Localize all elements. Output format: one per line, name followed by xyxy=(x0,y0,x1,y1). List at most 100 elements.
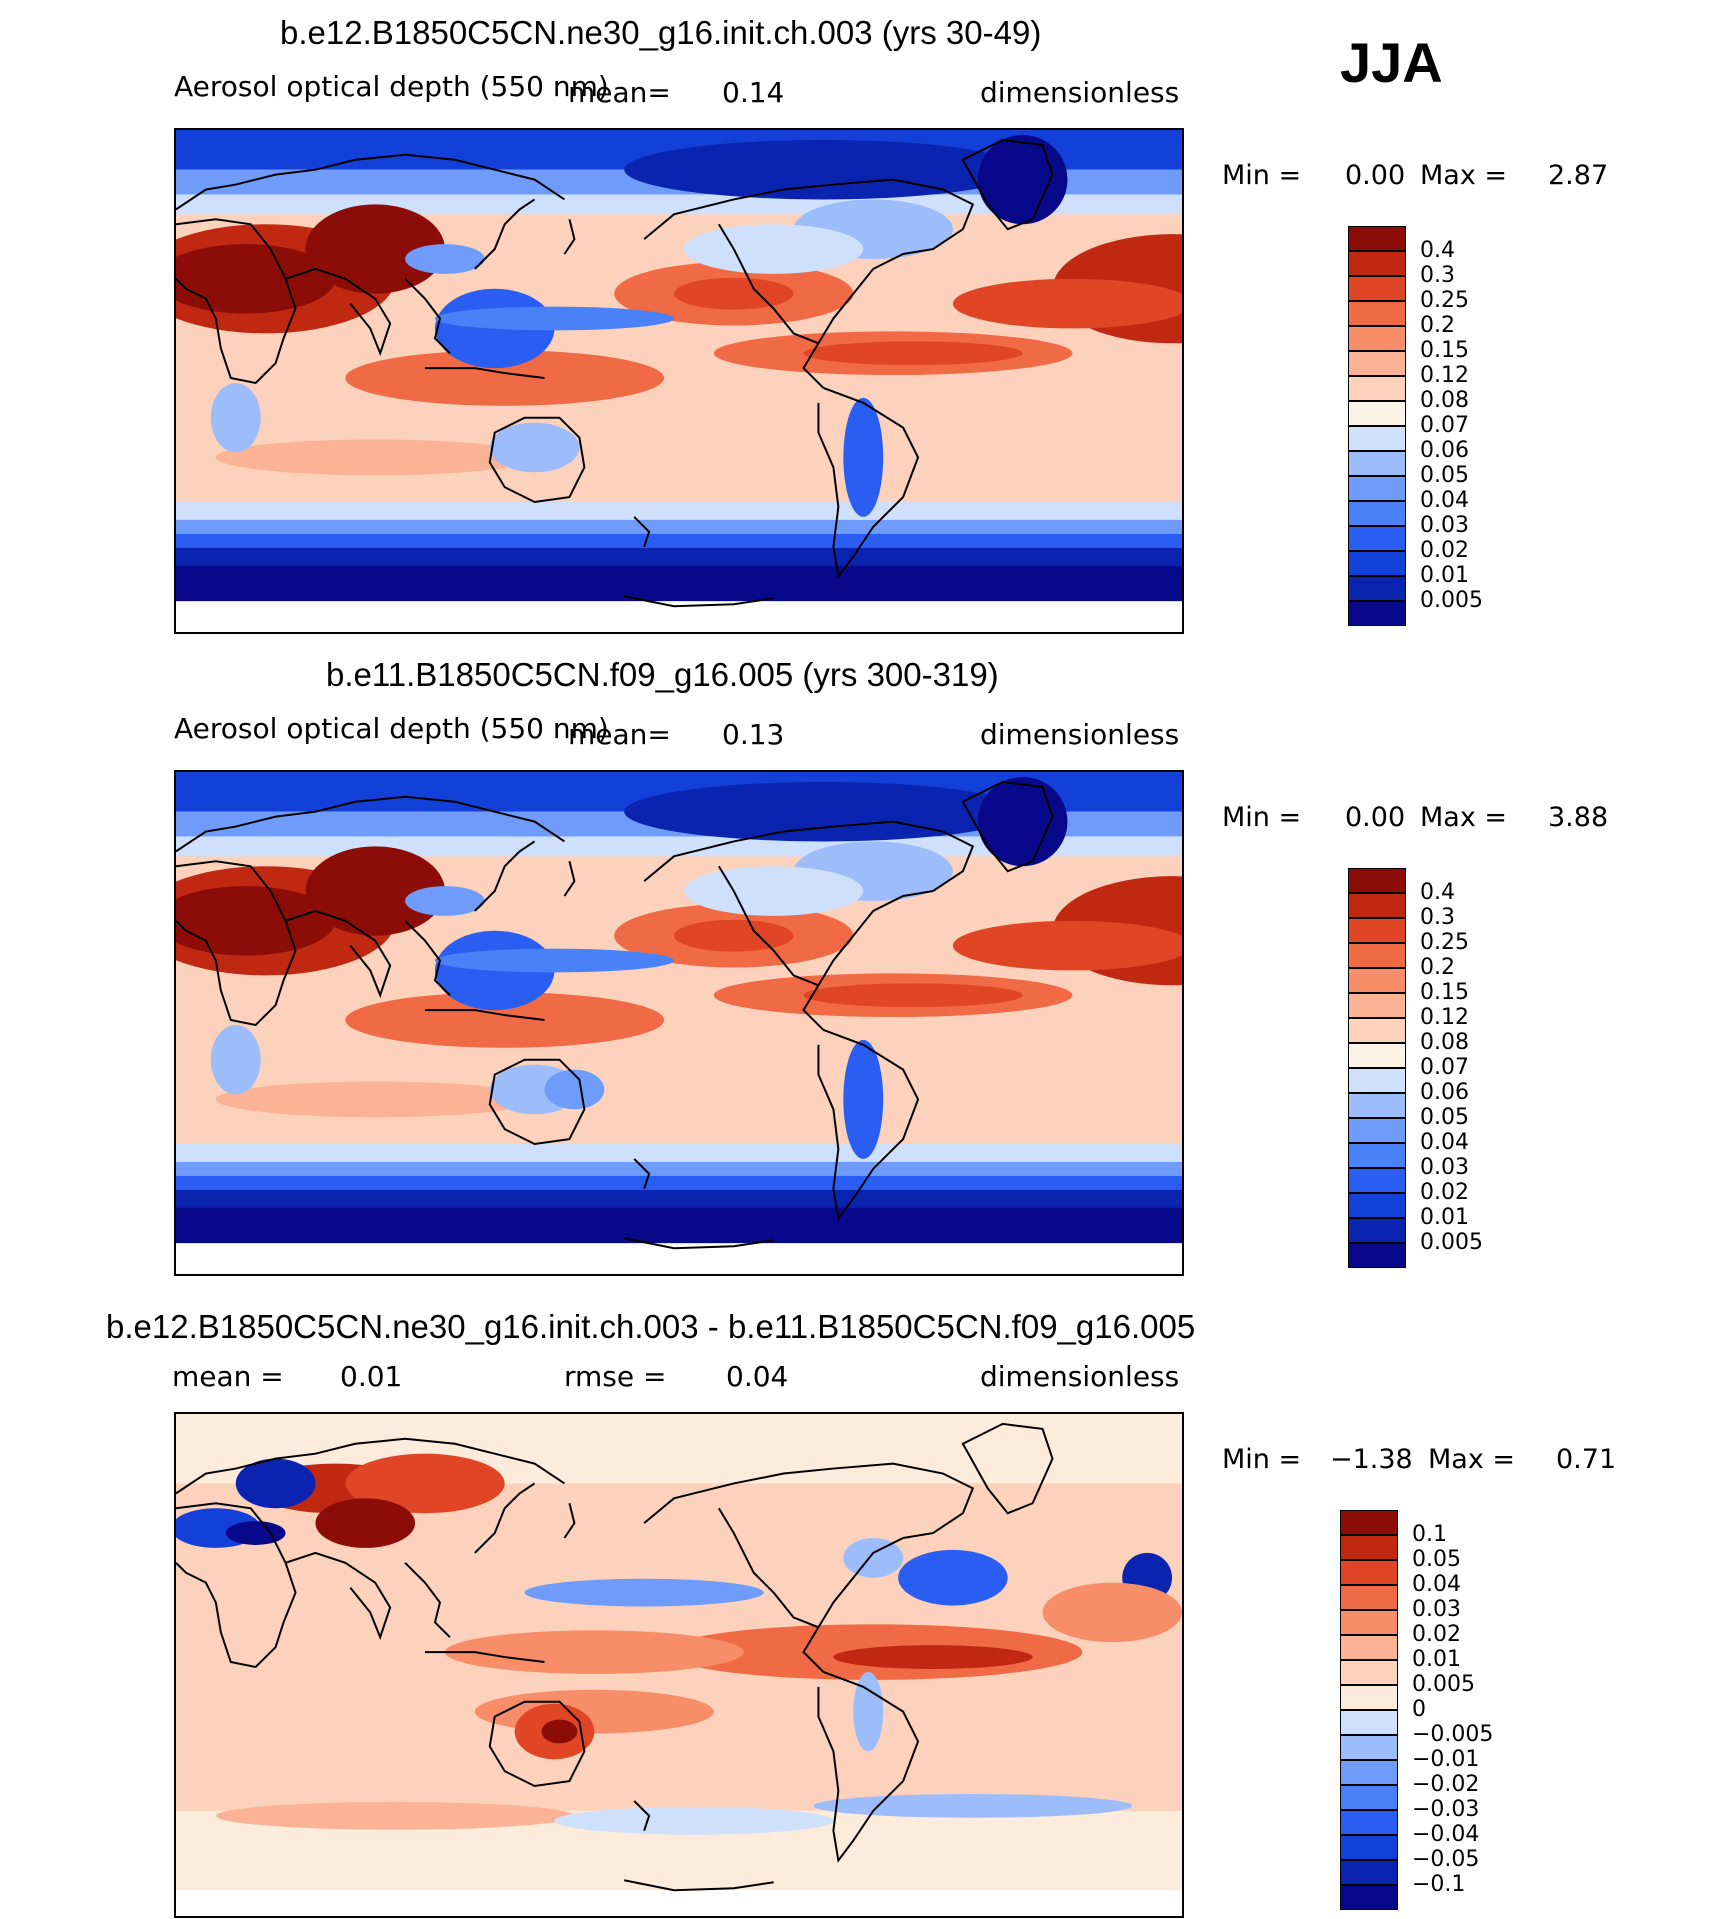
field-blob xyxy=(215,1081,535,1118)
colorbar-level-label: 0.12 xyxy=(1420,363,1469,388)
field-band xyxy=(176,502,1182,520)
colorbar-level-label: 0.4 xyxy=(1420,880,1455,905)
colorbar-level-label: 0.08 xyxy=(1420,1030,1469,1055)
field-blob xyxy=(803,341,1023,366)
panel-2-units: dimensionless xyxy=(980,718,1180,751)
panel-3-rmse-label: rmse = xyxy=(564,1360,667,1393)
colorbar-swatch xyxy=(1348,276,1406,301)
colorbar-swatch xyxy=(1340,1860,1398,1885)
field-blob xyxy=(683,866,864,916)
colorbar-swatch xyxy=(1340,1760,1398,1785)
panel-3-units: dimensionless xyxy=(980,1360,1180,1393)
colorbar-swatch xyxy=(1348,1143,1406,1168)
field-blob xyxy=(444,1630,744,1674)
field-blob xyxy=(1042,1582,1182,1643)
field-blob xyxy=(305,846,445,936)
colorbar-level-label: 0.06 xyxy=(1420,438,1469,463)
colorbar-swatch xyxy=(1348,1018,1406,1043)
colorbar-swatch xyxy=(1348,301,1406,326)
colorbar-swatch xyxy=(1348,251,1406,276)
field-blob xyxy=(624,139,1023,200)
colorbar-swatch xyxy=(1348,1043,1406,1068)
field-blob xyxy=(898,1549,1008,1606)
colorbar-swatch xyxy=(1348,376,1406,401)
colorbar-swatch xyxy=(1348,576,1406,601)
panel-2-mean-label: mean= xyxy=(568,718,671,751)
colorbar-level-label: 0.02 xyxy=(1420,1180,1469,1205)
field-band xyxy=(176,1161,1182,1176)
field-blob xyxy=(434,306,675,331)
colorbar-level-label: 0.08 xyxy=(1420,388,1469,413)
colorbar-level-label: −0.03 xyxy=(1412,1797,1480,1822)
colorbar-swatch xyxy=(1340,1785,1398,1810)
colorbar-swatch xyxy=(1348,943,1406,968)
coastlines xyxy=(176,138,1054,608)
field-blob xyxy=(489,422,580,473)
colorbar-swatch xyxy=(1340,1885,1398,1910)
field-blob xyxy=(345,1453,505,1514)
colorbar-level-label: 0.03 xyxy=(1420,1155,1469,1180)
colorbar-level-label: 0.02 xyxy=(1420,538,1469,563)
field-blob xyxy=(952,278,1182,329)
field-band xyxy=(176,1189,1182,1208)
colorbar-level-label: 0.03 xyxy=(1412,1597,1461,1622)
field-blob xyxy=(541,1719,578,1744)
colorbar-level-label: 0.005 xyxy=(1412,1672,1475,1697)
field-blob xyxy=(977,134,1068,225)
field-blob xyxy=(674,919,794,952)
colorbar-level-label: 0.05 xyxy=(1412,1547,1461,1572)
panel-1-title: b.e12.B1850C5CN.ne30_g16.init.ch.003 (yr… xyxy=(280,14,1042,51)
colorbar-swatch xyxy=(1348,501,1406,526)
colorbar-level-label: 0.005 xyxy=(1420,1230,1483,1255)
field-blob xyxy=(345,350,665,406)
field-blob xyxy=(215,1801,575,1830)
field-blob xyxy=(843,1039,884,1159)
field-band xyxy=(176,519,1182,534)
colorbar-level-label: 0 xyxy=(1412,1697,1426,1722)
colorbar-swatch xyxy=(1340,1610,1398,1635)
colorbar-level-label: −0.01 xyxy=(1412,1747,1480,1772)
field-blob xyxy=(215,439,535,476)
colorbar-level-label: 0.12 xyxy=(1420,1005,1469,1030)
panel-2-min-value: 0.00 xyxy=(1345,802,1406,833)
colorbar-swatch xyxy=(1340,1585,1398,1610)
colorbar-swatch xyxy=(1348,893,1406,918)
panel-3-max-label: Max = xyxy=(1428,1444,1516,1475)
panel-1-min-value: 0.00 xyxy=(1345,160,1406,191)
colorbar-swatch xyxy=(1348,868,1406,893)
field-blob xyxy=(225,1521,286,1545)
panel-3-rmse-value: 0.04 xyxy=(726,1360,789,1393)
field-band xyxy=(176,1175,1182,1190)
field-blob xyxy=(674,277,794,310)
colorbar-level-label: 0.07 xyxy=(1420,413,1469,438)
colorbar-level-label: 0.1 xyxy=(1412,1522,1447,1547)
colorbar-level-label: 0.01 xyxy=(1420,563,1469,588)
field-band xyxy=(176,547,1182,566)
colorbar-level-label: 0.04 xyxy=(1412,1572,1461,1597)
colorbar-level-label: 0.07 xyxy=(1420,1055,1469,1080)
colorbar-swatch xyxy=(1340,1710,1398,1735)
season-label: JJA xyxy=(1340,31,1443,94)
colorbar-swatch xyxy=(1348,426,1406,451)
field-band xyxy=(176,1207,1182,1244)
colorbar-level-label: 0.3 xyxy=(1420,905,1455,930)
colorbar-level-label: −0.1 xyxy=(1412,1872,1466,1897)
panel-3-max-value: 0.71 xyxy=(1556,1444,1617,1475)
field-blob xyxy=(843,397,884,517)
colorbar-level-label: −0.02 xyxy=(1412,1772,1480,1797)
colorbar-level-label: 0.2 xyxy=(1420,955,1455,980)
field-blob xyxy=(977,776,1068,867)
colorbar-swatch xyxy=(1340,1635,1398,1660)
colorbar-swatch xyxy=(1348,451,1406,476)
coastlines xyxy=(176,1422,1054,1892)
colorbar-level-label: 0.03 xyxy=(1420,513,1469,538)
colorbar-swatch xyxy=(1348,476,1406,501)
colorbar-level-label: 0.15 xyxy=(1420,980,1469,1005)
colorbar-level-label: −0.05 xyxy=(1412,1847,1480,1872)
colorbar-swatch xyxy=(1348,1068,1406,1093)
colorbar-swatch xyxy=(1340,1560,1398,1585)
panel-3-map xyxy=(174,1412,1184,1918)
colorbar-swatch xyxy=(1340,1835,1398,1860)
field-blob xyxy=(624,781,1023,842)
panel-2-title: b.e11.B1850C5CN.f09_g16.005 (yrs 300-319… xyxy=(326,656,999,693)
